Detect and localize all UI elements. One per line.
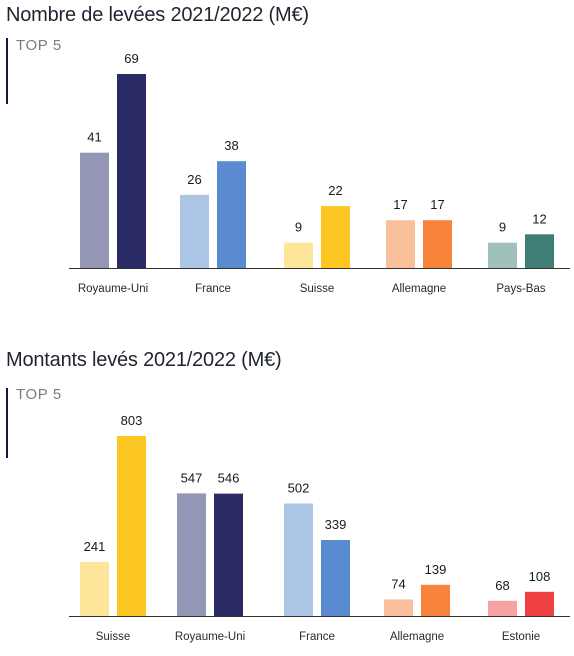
- data-label: 108: [529, 569, 551, 584]
- bar-2022: [421, 584, 450, 616]
- bar-2022: [117, 436, 146, 616]
- category-label: Royaume-Uni: [175, 631, 245, 643]
- data-label: 26: [187, 172, 201, 187]
- chart-subtitle: TOP 5: [16, 386, 62, 403]
- bar-2021: [488, 242, 517, 268]
- category-label: France: [195, 283, 231, 295]
- chart-montants-leves: Montants levés 2021/2022 (M€) TOP 5 241 8…: [0, 345, 574, 656]
- bar-chart-nombre: 41 69 Royaume-Uni 26 38 France 9 22 Suisse 17 17 Al…: [69, 51, 570, 295]
- category-label: Suisse: [96, 631, 131, 643]
- data-label: 241: [84, 539, 106, 554]
- bar-2021: [80, 152, 109, 268]
- data-label: 17: [393, 197, 407, 212]
- data-label: 68: [495, 578, 509, 593]
- data-label: 339: [325, 517, 347, 532]
- bar-2021: [177, 493, 206, 616]
- data-label: 38: [224, 138, 238, 153]
- data-label: 17: [430, 197, 444, 212]
- bar-2021: [386, 220, 415, 268]
- bar-2021: [180, 194, 209, 268]
- bar-2022: [525, 591, 554, 616]
- data-label: 546: [218, 471, 240, 486]
- data-label: 12: [532, 211, 546, 226]
- bar-2021: [284, 503, 313, 616]
- bar-2021: [80, 562, 109, 616]
- category-label: Estonie: [502, 631, 540, 643]
- category-label: Suisse: [300, 283, 335, 295]
- data-label: 502: [288, 481, 310, 496]
- category-label: Allemagne: [392, 283, 446, 295]
- data-label: 9: [295, 220, 302, 235]
- chart-subtitle: TOP 5: [16, 37, 62, 54]
- bar-2022: [423, 220, 452, 268]
- bar-chart-montants: 241 803 Suisse 547 546 Royaume-Uni 502 339 Franc…: [69, 413, 570, 643]
- category-label: France: [299, 631, 335, 643]
- accent-rule: [6, 388, 8, 458]
- data-label: 803: [121, 413, 143, 428]
- chart-nombre-levees: Nombre de levées 2021/2022 (M€) TOP 5 41…: [0, 0, 574, 320]
- bar-2022: [217, 161, 246, 268]
- bar-2022: [321, 206, 350, 268]
- category-label: Pays-Bas: [496, 283, 545, 295]
- data-label: 139: [425, 562, 447, 577]
- chart-title: Nombre de levées 2021/2022 (M€): [6, 4, 309, 26]
- category-label: Royaume-Uni: [78, 283, 148, 295]
- data-label: 9: [499, 220, 506, 235]
- bar-2022: [525, 234, 554, 268]
- bar-2021: [488, 600, 517, 616]
- bar-2021: [284, 242, 313, 268]
- accent-rule: [6, 38, 8, 104]
- bar-2022: [321, 540, 350, 616]
- bar-2021: [384, 599, 413, 616]
- data-label: 547: [181, 470, 203, 485]
- data-label: 41: [87, 130, 101, 145]
- bar-2022: [117, 74, 146, 268]
- chart-title: Montants levés 2021/2022 (M€): [6, 349, 282, 371]
- bar-2022: [214, 493, 243, 616]
- category-label: Allemagne: [390, 631, 444, 643]
- data-label: 74: [391, 576, 405, 591]
- data-label: 69: [124, 51, 138, 66]
- data-label: 22: [328, 183, 342, 198]
